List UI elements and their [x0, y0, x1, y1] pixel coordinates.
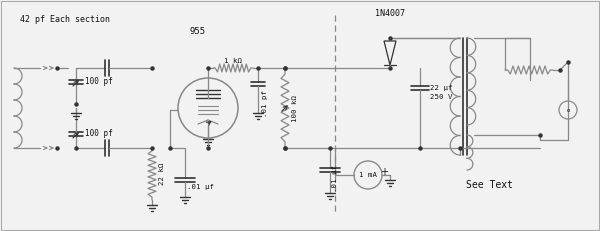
Text: 1 kΩ: 1 kΩ [224, 58, 242, 64]
Text: .01 μf: .01 μf [187, 184, 214, 190]
Text: .01 pf: .01 pf [262, 90, 268, 117]
Text: 100 pf: 100 pf [85, 77, 113, 86]
Text: 955: 955 [190, 27, 206, 36]
Text: 100 pf: 100 pf [85, 130, 113, 139]
Text: o: o [566, 107, 569, 112]
Text: +: + [380, 167, 388, 177]
Text: .01 μf: .01 μf [332, 164, 338, 191]
Text: 22 kΩ: 22 kΩ [159, 163, 165, 185]
Text: 100 kΩ: 100 kΩ [292, 94, 298, 122]
Text: See Text: See Text [467, 180, 514, 190]
Text: 42 pf Each section: 42 pf Each section [20, 15, 110, 24]
Text: 1N4007: 1N4007 [375, 9, 405, 18]
Text: 22 μf: 22 μf [430, 85, 452, 91]
Text: 250 V: 250 V [430, 94, 452, 100]
Text: 1 mA: 1 mA [359, 172, 377, 178]
